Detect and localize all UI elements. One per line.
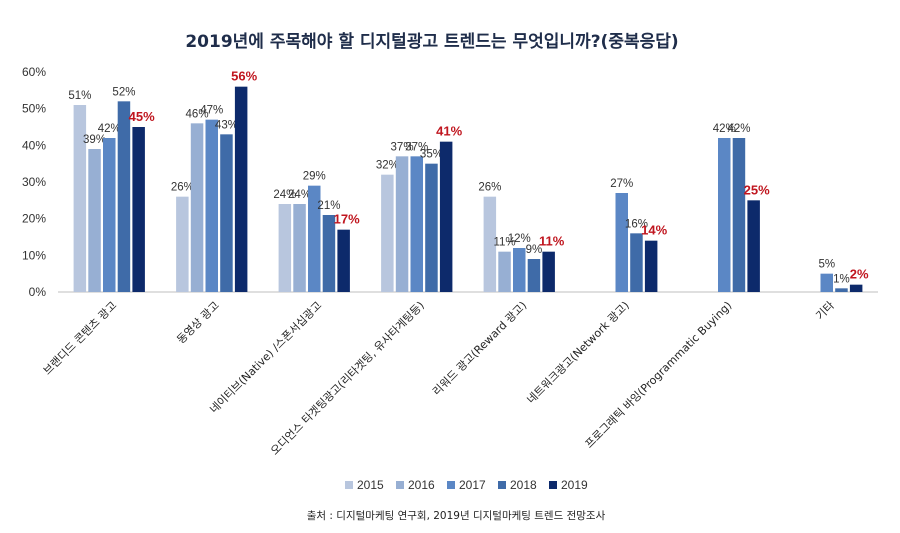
legend: 2015 2016 2017 2018 2019 bbox=[345, 478, 588, 492]
y-tick-label: 50% bbox=[22, 102, 46, 116]
legend-label: 2016 bbox=[408, 478, 435, 492]
bar-2018 bbox=[527, 259, 541, 292]
legend-swatch-2018 bbox=[498, 481, 506, 489]
data-label: 56% bbox=[231, 69, 257, 84]
legend-label: 2017 bbox=[459, 478, 486, 492]
data-label: 1% bbox=[833, 273, 850, 285]
data-label: 21% bbox=[317, 200, 340, 212]
bar-2018 bbox=[425, 163, 438, 292]
legend-swatch-2015 bbox=[345, 481, 353, 489]
data-label: 43% bbox=[215, 119, 238, 131]
data-label: 39% bbox=[83, 134, 106, 146]
data-label: 32% bbox=[376, 160, 399, 172]
data-label: 5% bbox=[818, 259, 835, 271]
y-tick-label: 30% bbox=[22, 175, 46, 189]
legend-swatch-2016 bbox=[396, 481, 404, 489]
data-label: 2% bbox=[850, 267, 869, 282]
bar-2018 bbox=[630, 233, 643, 292]
bar-2015 bbox=[278, 204, 292, 292]
data-label: 29% bbox=[303, 171, 326, 183]
data-label: 26% bbox=[478, 182, 501, 194]
bar-2016 bbox=[498, 251, 511, 292]
bar-2015 bbox=[176, 196, 189, 292]
y-tick-label: 0% bbox=[29, 285, 47, 299]
legend-swatch-2019 bbox=[549, 481, 557, 489]
y-tick-label: 60% bbox=[22, 65, 46, 79]
bar-2019 bbox=[439, 141, 453, 292]
data-label: 24% bbox=[273, 189, 296, 201]
category-label: 동영상 광고 bbox=[174, 299, 221, 346]
data-label: 11% bbox=[493, 237, 515, 249]
data-label: 14% bbox=[641, 223, 667, 238]
bar-2016 bbox=[190, 123, 204, 292]
data-label: 37% bbox=[391, 141, 414, 153]
bar-2015 bbox=[73, 105, 87, 292]
data-label: 24% bbox=[288, 189, 311, 201]
bar-2019 bbox=[542, 251, 555, 292]
chart-title: 2019년에 주목해야 할 디지털광고 트렌드는 무엇입니까?(중복응답) bbox=[185, 32, 678, 52]
bar-2018 bbox=[220, 134, 233, 292]
data-label: 26% bbox=[171, 182, 194, 194]
bar-2019 bbox=[644, 240, 658, 292]
data-label: 42% bbox=[98, 123, 121, 135]
data-label: 35% bbox=[420, 149, 443, 161]
data-label: 37% bbox=[405, 141, 428, 153]
y-tick-label: 10% bbox=[22, 248, 46, 262]
bar-2017 bbox=[718, 138, 731, 292]
bar-2019 bbox=[234, 86, 248, 293]
y-tick-label: 40% bbox=[22, 138, 46, 152]
bar-2017 bbox=[410, 156, 423, 292]
data-label: 51% bbox=[68, 90, 91, 102]
bar-2017 bbox=[615, 193, 628, 292]
bar-2018 bbox=[117, 101, 131, 292]
data-label: 52% bbox=[112, 86, 135, 98]
data-label: 9% bbox=[526, 244, 543, 256]
bar-2017 bbox=[513, 248, 526, 292]
legend-label: 2015 bbox=[357, 478, 384, 492]
y-tick-label: 20% bbox=[22, 212, 46, 226]
data-label: 47% bbox=[200, 105, 223, 117]
bar-2016 bbox=[293, 204, 306, 292]
category-label: 리워드 광고(Reward 광고) bbox=[430, 299, 529, 398]
bar-2018 bbox=[732, 138, 746, 292]
bar-2017 bbox=[205, 119, 218, 293]
category-label: 기타 bbox=[813, 299, 837, 323]
data-label: 11% bbox=[539, 234, 565, 249]
plot-area: 51%39%42%52%45%26%46%47%43%56%24%24%29%2… bbox=[68, 69, 869, 293]
category-label: 네트워크광고(Network 광고) bbox=[524, 299, 631, 406]
data-label: 25% bbox=[744, 182, 770, 197]
category-label: 네이티브(Native) /스폰서십광고 bbox=[207, 299, 324, 416]
bar-2019 bbox=[132, 127, 145, 292]
data-label: 42% bbox=[713, 123, 736, 135]
data-label: 42% bbox=[727, 123, 750, 135]
bar-2017 bbox=[820, 273, 833, 292]
bar-2018 bbox=[322, 215, 336, 292]
legend-swatch-2017 bbox=[447, 481, 455, 489]
bar-2016 bbox=[88, 149, 101, 292]
bar-2016 bbox=[395, 156, 409, 292]
bar-2019 bbox=[849, 284, 863, 292]
data-label: 12% bbox=[508, 233, 531, 245]
data-label: 46% bbox=[186, 108, 209, 120]
bar-2019 bbox=[337, 229, 350, 292]
bar-2017 bbox=[308, 185, 321, 292]
bar-2017 bbox=[103, 138, 116, 292]
bar-2018 bbox=[835, 288, 848, 292]
data-label: 27% bbox=[610, 178, 633, 190]
data-label: 41% bbox=[436, 124, 462, 139]
bar-2019 bbox=[747, 200, 760, 292]
legend-label: 2018 bbox=[510, 478, 537, 492]
source-note: 출처 : 디지털마케팅 연구회, 2019년 디지털마케팅 트렌드 전망조사 bbox=[307, 510, 606, 522]
category-label: 브랜디드 콘텐츠 광고 bbox=[41, 299, 120, 378]
bar-2015 bbox=[483, 196, 497, 292]
data-label: 16% bbox=[625, 218, 648, 230]
legend-label: 2019 bbox=[561, 478, 588, 492]
bar-2015 bbox=[381, 174, 394, 292]
data-label: 45% bbox=[129, 109, 155, 124]
data-label: 17% bbox=[334, 212, 360, 227]
